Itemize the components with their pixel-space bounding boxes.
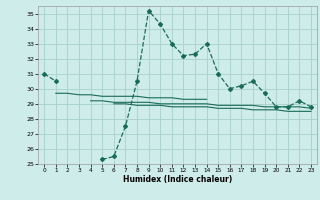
X-axis label: Humidex (Indice chaleur): Humidex (Indice chaleur)	[123, 175, 232, 184]
